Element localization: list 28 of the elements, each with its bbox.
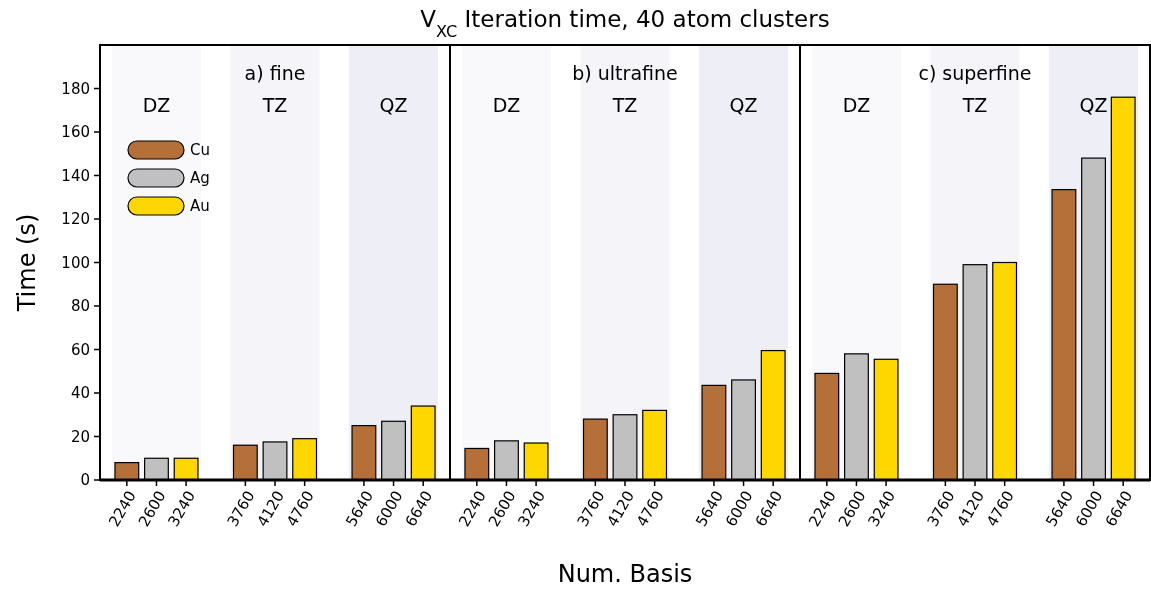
y-tick-label: 60 [70,340,90,359]
band-label: QZ [729,94,758,116]
y-tick-label: 40 [70,384,90,403]
band-label: QZ [379,94,408,116]
band-label: DZ [842,94,871,116]
text: c) superfine [918,62,1032,84]
legend-label: Ag [190,169,210,188]
y-tick-label: 20 [70,427,90,446]
band-label: DZ [492,94,521,116]
text: b) ultrafine [572,62,678,84]
y-tick-label: 180 [61,79,90,98]
band-label: TZ [611,94,638,116]
legend-label: Au [190,197,210,216]
x-axis-title: Num. Basis [557,560,693,588]
y-tick-label: 160 [61,123,90,142]
y-tick-label: 100 [61,253,90,272]
chart-title: V$_{XC}$ Iteration time, 40 atom clusters [420,6,830,41]
y-axis-title: Time (s) [13,213,41,313]
legend-label: Cu [190,141,210,160]
band-label: QZ [1079,94,1108,116]
y-tick-label: 80 [70,297,90,316]
band-label: TZ [261,94,288,116]
y-tick-label: 140 [61,166,90,185]
text: a) fine [244,62,306,84]
y-tick-label: 120 [61,210,90,229]
y-tick-label: 0 [80,471,90,490]
band-label: TZ [961,94,988,116]
band-label: DZ [142,94,171,116]
